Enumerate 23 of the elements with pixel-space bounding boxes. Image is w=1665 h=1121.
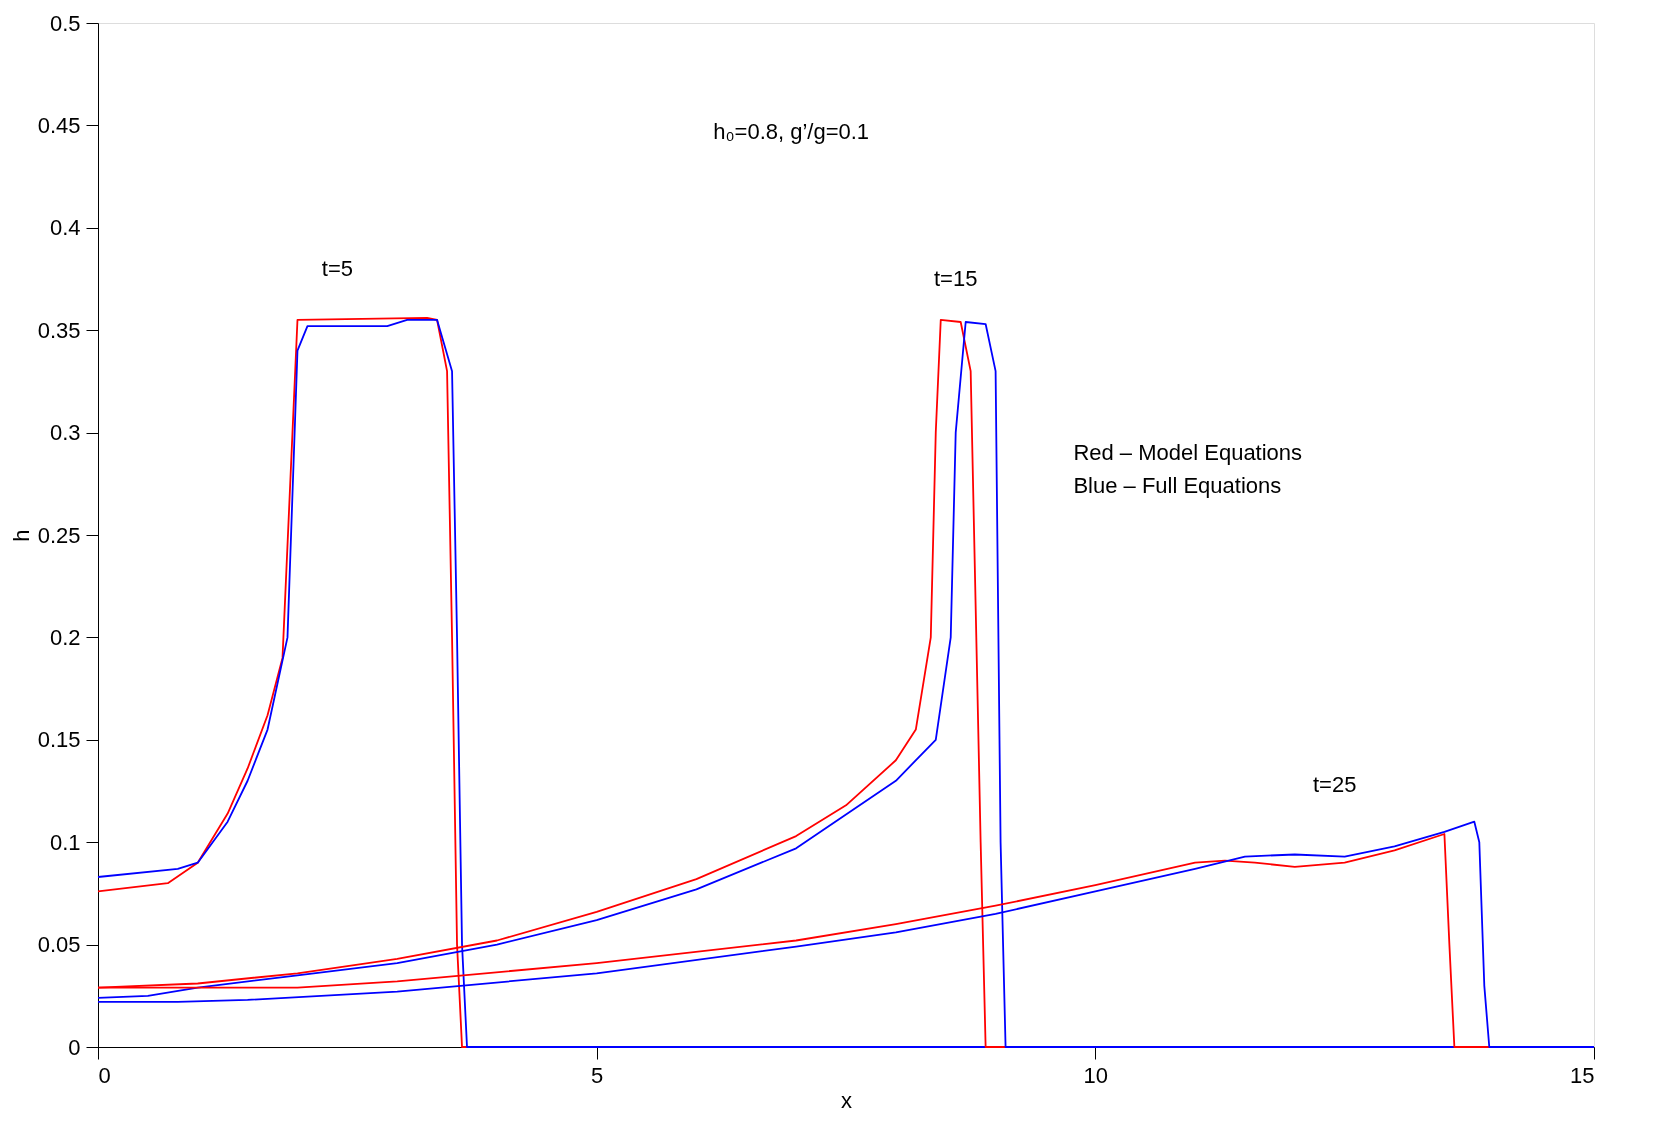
annotation: h₀=0.8, g’/g=0.1 [713,118,870,144]
y-tick-label: 0.5 [49,10,81,36]
y-tick-label: 0.4 [49,215,81,241]
annotation: t=25 [1312,771,1357,797]
x-tick-label: 15 [1570,1062,1595,1088]
x-tick-label: 0 [98,1062,111,1088]
y-tick-label: 0.05 [37,932,81,958]
x-tick-label: 10 [1083,1062,1109,1088]
x-axis-title: x [841,1087,852,1113]
y-tick-label: 0.35 [37,317,81,343]
x-tick-label: 5 [591,1062,604,1088]
y-tick-label: 0.15 [37,727,81,753]
y-tick-label: 0.25 [37,522,81,548]
y-tick-label: 0.2 [49,624,81,650]
y-tick-label: 0.1 [49,829,81,855]
y-axis-title: h [8,529,34,542]
y-tick-label: 0 [68,1034,81,1060]
y-tick-label: 0.3 [49,420,81,446]
annotation: Blue – Full Equations [1073,472,1282,498]
annotation: t=15 [933,266,978,291]
annotation: Red – Model Equations [1073,440,1303,466]
annotation: t=5 [321,255,353,281]
y-tick-label: 0.45 [37,112,81,138]
